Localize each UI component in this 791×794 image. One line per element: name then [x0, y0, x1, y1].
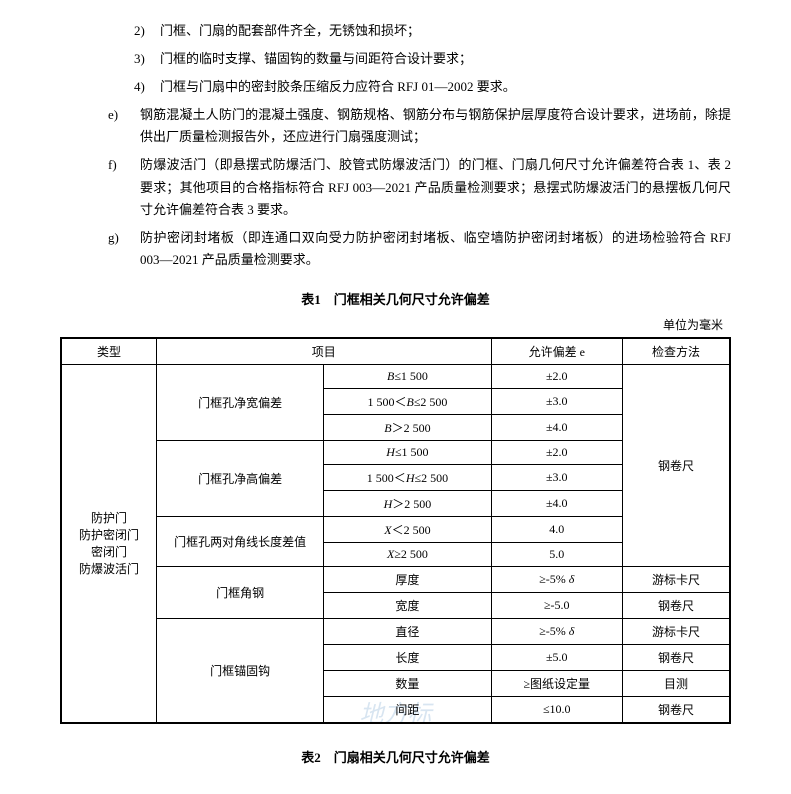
list-marker: 2) — [130, 20, 160, 42]
list-text: 门框的临时支撑、锚固钩的数量与间距符合设计要求； — [160, 48, 731, 70]
cell-range: B≤1 500 — [324, 364, 491, 388]
list-item: f) 防爆波活门（即悬摆式防爆活门、胶管式防爆波活门）的门框、门扇几何尺寸允许偏… — [100, 154, 731, 220]
list-item: 2) 门框、门扇的配套部件齐全，无锈蚀和损坏； — [130, 20, 731, 42]
table2-title: 表2 门扇相关几何尺寸允许偏差 — [60, 747, 731, 766]
table-row: 防护门 防护密闭门 密闭门 防爆波活门 门框孔净宽偏差 B≤1 500 ±2.0… — [61, 364, 730, 388]
cell-range: H≤1 500 — [324, 440, 491, 464]
table-header-row: 类型 项目 允许偏差 e 检查方法 — [61, 338, 730, 365]
numbered-sublist: 2) 门框、门扇的配套部件齐全，无锈蚀和损坏； 3) 门框的临时支撑、锚固钩的数… — [130, 20, 731, 98]
list-item: 3) 门框的临时支撑、锚固钩的数量与间距符合设计要求； — [130, 48, 731, 70]
lettered-list: e) 钢筋混凝土人防门的混凝土强度、钢筋规格、钢筋分布与钢筋保护层厚度符合设计要… — [100, 104, 731, 271]
cell-range: H＞2 500 — [324, 490, 491, 516]
cell-range: B＞2 500 — [324, 414, 491, 440]
cell-tol: ±4.0 — [491, 414, 622, 440]
cell-tol: ±3.0 — [491, 464, 622, 490]
cell-range: X≥2 500 — [324, 542, 491, 566]
list-item: e) 钢筋混凝土人防门的混凝土强度、钢筋规格、钢筋分布与钢筋保护层厚度符合设计要… — [100, 104, 731, 148]
cell-item: 门框孔净高偏差 — [157, 440, 324, 516]
cell-tol: ±2.0 — [491, 440, 622, 464]
cell-range: 直径 — [324, 618, 491, 644]
cell-tol: ≥-5.0 — [491, 592, 622, 618]
list-marker: 4) — [130, 76, 160, 98]
cell-range: 间距 — [324, 696, 491, 723]
table1-title: 表1 门框相关几何尺寸允许偏差 — [60, 289, 731, 308]
cell-type: 防护门 防护密闭门 密闭门 防爆波活门 — [61, 364, 157, 723]
cell-tol: 5.0 — [491, 542, 622, 566]
cell-range: 长度 — [324, 644, 491, 670]
list-marker: 3) — [130, 48, 160, 70]
cell-range: 1 500＜H≤2 500 — [324, 464, 491, 490]
cell-tol: ±4.0 — [491, 490, 622, 516]
cell-tol: ±2.0 — [491, 364, 622, 388]
cell-method: 目测 — [622, 670, 730, 696]
cell-tol: ≥-5% δ — [491, 618, 622, 644]
cell-tol: ±3.0 — [491, 388, 622, 414]
list-marker: g) — [100, 227, 140, 271]
cell-item: 门框锚固钩 — [157, 618, 324, 723]
table1-unit: 单位为毫米 — [60, 316, 731, 333]
th-type: 类型 — [61, 338, 157, 365]
table-row: 门框角钢 厚度 ≥-5% δ 游标卡尺 — [61, 566, 730, 592]
list-item: 4) 门框与门扇中的密封胶条压缩反力应符合 RFJ 01—2002 要求。 — [130, 76, 731, 98]
cell-tol: ±5.0 — [491, 644, 622, 670]
th-item: 项目 — [157, 338, 492, 365]
list-text: 防护密闭封堵板（即连通口双向受力防护密闭封堵板、临空墙防护密闭封堵板）的进场检验… — [140, 227, 731, 271]
list-text: 钢筋混凝土人防门的混凝土强度、钢筋规格、钢筋分布与钢筋保护层厚度符合设计要求，进… — [140, 104, 731, 148]
table1: 类型 项目 允许偏差 e 检查方法 防护门 防护密闭门 密闭门 防爆波活门 门框… — [60, 337, 731, 724]
list-marker: e) — [100, 104, 140, 148]
cell-method: 钢卷尺 — [622, 364, 730, 566]
list-item: g) 防护密闭封堵板（即连通口双向受力防护密闭封堵板、临空墙防护密闭封堵板）的进… — [100, 227, 731, 271]
cell-range: 宽度 — [324, 592, 491, 618]
cell-range: 数量 — [324, 670, 491, 696]
list-text: 门框与门扇中的密封胶条压缩反力应符合 RFJ 01—2002 要求。 — [160, 76, 731, 98]
list-text: 防爆波活门（即悬摆式防爆活门、胶管式防爆波活门）的门框、门扇几何尺寸允许偏差符合… — [140, 154, 731, 220]
th-tol: 允许偏差 e — [491, 338, 622, 365]
cell-tol: ≥图纸设定量 — [491, 670, 622, 696]
cell-method: 游标卡尺 — [622, 618, 730, 644]
cell-item: 门框孔两对角线长度差值 — [157, 516, 324, 566]
cell-range: 厚度 — [324, 566, 491, 592]
cell-tol: ≤10.0 — [491, 696, 622, 723]
list-text: 门框、门扇的配套部件齐全，无锈蚀和损坏； — [160, 20, 731, 42]
cell-item: 门框孔净宽偏差 — [157, 364, 324, 440]
cell-method: 钢卷尺 — [622, 592, 730, 618]
cell-method: 钢卷尺 — [622, 696, 730, 723]
cell-tol: ≥-5% δ — [491, 566, 622, 592]
cell-range: X＜2 500 — [324, 516, 491, 542]
list-marker: f) — [100, 154, 140, 220]
th-method: 检查方法 — [622, 338, 730, 365]
cell-method: 游标卡尺 — [622, 566, 730, 592]
table-row: 门框锚固钩 直径 ≥-5% δ 游标卡尺 — [61, 618, 730, 644]
cell-range: 1 500＜B≤2 500 — [324, 388, 491, 414]
cell-item: 门框角钢 — [157, 566, 324, 618]
cell-method: 钢卷尺 — [622, 644, 730, 670]
cell-tol: 4.0 — [491, 516, 622, 542]
